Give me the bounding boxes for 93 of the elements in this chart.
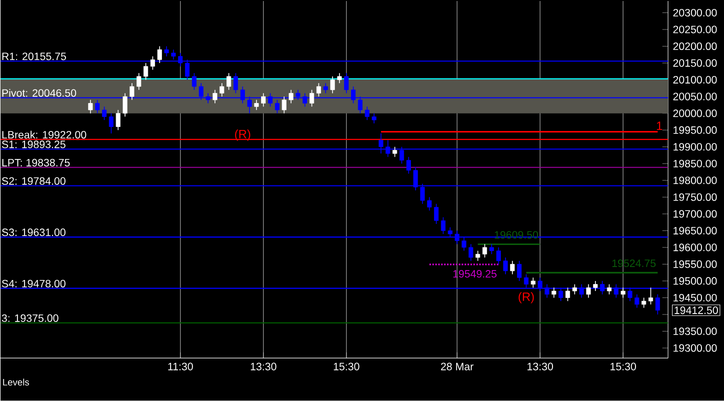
annotation: (R) — [235, 130, 250, 141]
candlestick — [310, 90, 314, 108]
candlestick — [88, 100, 93, 114]
candlestick — [130, 82, 134, 100]
text: Levels — [3, 378, 30, 386]
candlestick — [468, 244, 474, 262]
candlestick — [572, 284, 577, 295]
y-tick-label: 19700.00 — [674, 210, 717, 218]
y-tick-label: 19950.00 — [674, 126, 717, 134]
annotation: (R) — [518, 292, 534, 304]
ref-line-label: LPT: 19838.75 — [2, 159, 70, 167]
y-tick-label: 19800.00 — [674, 176, 717, 184]
candlestick — [164, 46, 169, 57]
y-tick-label: 19900.00 — [674, 143, 717, 151]
candlestick — [593, 280, 598, 292]
candlestick — [144, 62, 148, 80]
candlestick — [254, 100, 259, 111]
x-tick-label: 15:30 — [610, 362, 636, 370]
candlestick — [220, 82, 224, 98]
candlestick — [552, 287, 556, 298]
candlestick — [392, 146, 398, 158]
y-tick-label: 19350.00 — [674, 328, 717, 336]
candlestick — [330, 76, 335, 94]
candlestick — [620, 287, 626, 298]
y-tick-label: 19300.00 — [674, 344, 717, 352]
candlestick — [323, 82, 328, 94]
ref-line-label: LBreak: 19922.00 — [2, 130, 86, 139]
y-tick-label: 19500.00 — [674, 277, 717, 285]
y-tick-label: 20000.00 — [673, 110, 717, 118]
x-tick-label: 13:30 — [250, 362, 276, 370]
candlestick — [482, 244, 488, 258]
ref-line-label: S3: 19631.00 — [2, 228, 66, 236]
candlestick — [586, 284, 591, 298]
candlestick — [136, 72, 142, 90]
x-tick-label: 11:30 — [168, 362, 193, 370]
candlestick — [116, 110, 120, 131]
candlestick — [642, 297, 646, 308]
text: 19412.50 — [674, 306, 718, 314]
ref-line-label: 3: 19375.00 — [2, 314, 58, 322]
candlestick — [517, 260, 522, 282]
annotation: 1 — [656, 122, 662, 130]
y-tick-label: 20050.00 — [673, 92, 717, 100]
candlestick — [337, 72, 342, 84]
ref-line-label: S1: 19893.25 — [2, 140, 66, 148]
candlestick — [364, 106, 370, 121]
candlestick — [606, 284, 612, 295]
ref-line-label: S2: 19784.00 — [2, 177, 66, 185]
y-tick-label: 20200.00 — [673, 42, 717, 50]
candlestick — [288, 90, 294, 104]
y-tick-label: 19550.00 — [674, 260, 717, 268]
candlestick — [226, 72, 232, 90]
candlestick — [489, 244, 494, 255]
ref-line-label: Pivot: 20046.50 — [2, 89, 76, 97]
y-tick-label: 19600.00 — [674, 244, 717, 252]
candlestick — [261, 92, 266, 108]
candlestick — [150, 56, 155, 70]
candlestick — [102, 106, 107, 121]
candlestick — [503, 257, 508, 275]
candlestick — [122, 92, 128, 118]
candlestick — [496, 247, 501, 265]
candlestick — [282, 96, 286, 114]
candlestick — [406, 156, 411, 174]
candlestick — [372, 113, 376, 124]
y-tick-label: 19850.00 — [674, 160, 717, 168]
y-tick-label: 20100.00 — [673, 76, 717, 84]
candlestick — [530, 277, 536, 288]
x-tick-label: 28 Mar — [441, 362, 474, 370]
candlestick — [344, 72, 349, 94]
candlestick — [655, 294, 660, 316]
y-tick-label: 20250.00 — [673, 26, 717, 34]
candlestick — [634, 294, 640, 308]
candlestick — [427, 196, 432, 212]
x-tick-label: 15:30 — [334, 362, 360, 370]
y-tick-label: 20150.00 — [673, 59, 717, 67]
candlestick — [233, 72, 238, 94]
y-tick-label: 20300.00 — [673, 9, 717, 17]
ref-line-label: S4: 19478.00 — [2, 280, 66, 288]
candlestick — [157, 46, 162, 64]
candlestick — [192, 72, 196, 90]
ref-line-label: R1: 20155.75 — [2, 52, 66, 60]
candlestick — [510, 260, 515, 275]
x-tick-label: 13:30 — [528, 362, 553, 370]
candlestick — [212, 90, 218, 104]
candlestick — [434, 204, 439, 224]
candlestick — [440, 216, 446, 235]
candlestick — [565, 287, 570, 302]
y-tick-label: 19750.00 — [674, 194, 717, 202]
candlestick — [648, 287, 654, 305]
y-tick-label: 19450.00 — [674, 294, 717, 302]
candlestick — [476, 250, 480, 262]
candlestick — [316, 82, 321, 98]
y-tick-label: 19650.00 — [674, 227, 717, 235]
candlestick — [108, 113, 114, 134]
